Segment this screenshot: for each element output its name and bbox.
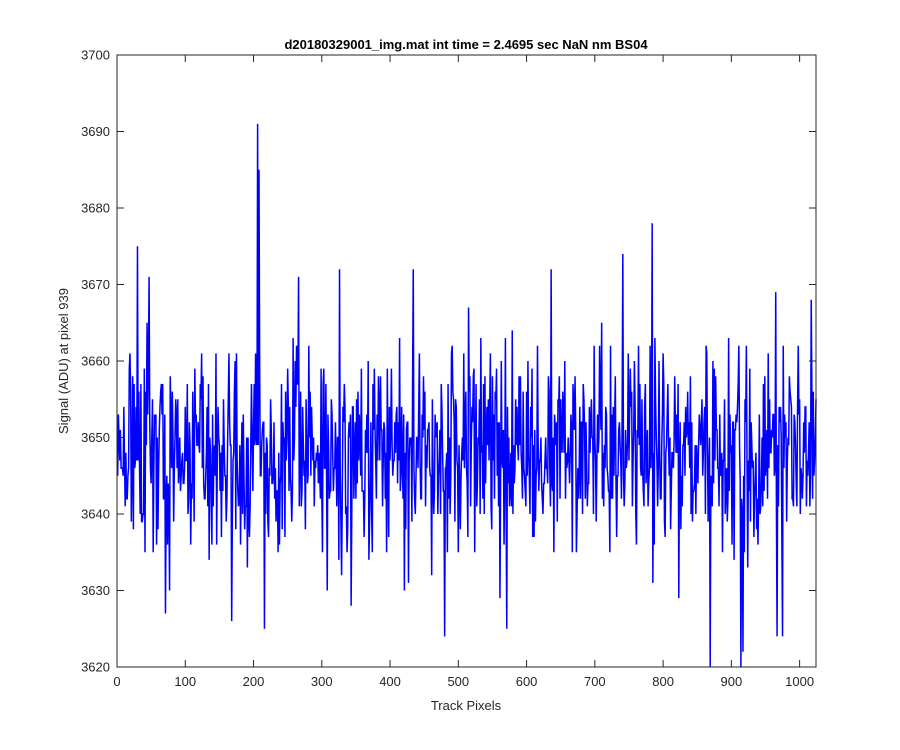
series-layer <box>116 123 817 668</box>
y-tick-label: 3680 <box>81 201 110 216</box>
x-tick-label: 0 <box>113 674 120 689</box>
x-axis-label: Track Pixels <box>431 698 502 713</box>
y-tick-label: 3700 <box>81 48 110 63</box>
x-tick-label: 100 <box>174 674 196 689</box>
axes-layer <box>116 54 817 668</box>
y-tick-labels: 3620 3630 3640 3650 3660 3670 3680 3690 3700 <box>81 48 110 675</box>
signal-series-line <box>116 123 817 668</box>
y-axis-label: Signal (ADU) at pixel 939 <box>56 288 71 434</box>
y-tick-label: 3630 <box>81 583 110 598</box>
y-tick-label: 3620 <box>81 660 110 675</box>
x-tick-label: 400 <box>379 674 401 689</box>
x-tick-label: 200 <box>243 674 265 689</box>
x-tick-label: 600 <box>516 674 538 689</box>
x-tick-label: 800 <box>652 674 674 689</box>
plot-area <box>117 55 816 667</box>
x-tick-label: 900 <box>721 674 743 689</box>
y-tick-label: 3640 <box>81 507 110 522</box>
x-tick-label: 1000 <box>785 674 814 689</box>
y-tick-label: 3650 <box>81 430 110 445</box>
y-tick-label: 3670 <box>81 277 110 292</box>
x-tick-labels: 0 100 200 300 400 500 600 700 800 900 1000 <box>113 674 814 689</box>
y-tick-label: 3660 <box>81 354 110 369</box>
x-tick-label: 300 <box>311 674 333 689</box>
x-tick-label: 500 <box>447 674 469 689</box>
x-tick-label: 700 <box>584 674 606 689</box>
chart-title: d20180329001_img.mat int time = 2.4695 s… <box>284 37 648 52</box>
y-tick-label: 3690 <box>81 124 110 139</box>
